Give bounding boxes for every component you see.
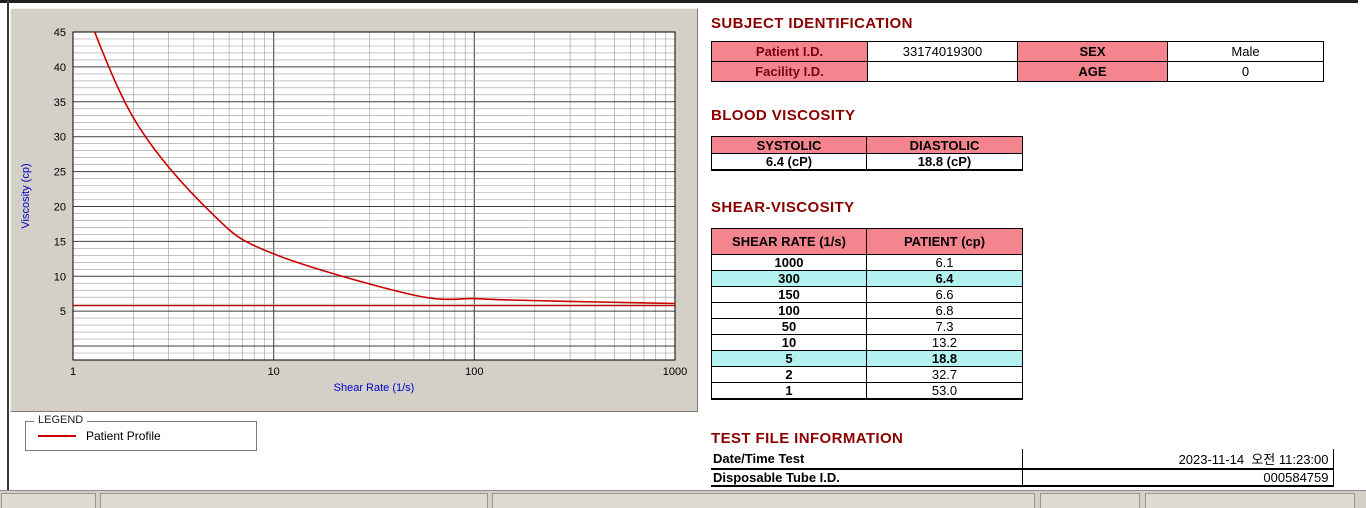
facility-id-label: Facility I.D. — [711, 61, 868, 82]
statusbar-panel — [1040, 493, 1140, 508]
svg-text:Shear Rate (1/s): Shear Rate (1/s) — [334, 382, 415, 394]
patient-cp-cell: 6.8 — [866, 302, 1023, 319]
table-row: 2 32.7 — [711, 366, 1023, 383]
patient-id-label: Patient I.D. — [711, 41, 868, 62]
patient-cp-cell: 6.1 — [866, 254, 1023, 271]
svg-text:40: 40 — [54, 62, 66, 74]
patient-id-value: 33174019300 — [867, 41, 1018, 62]
table-row-highlighted: 5 18.8 — [711, 350, 1023, 367]
svg-text:5: 5 — [60, 306, 66, 318]
svg-text:1: 1 — [70, 366, 76, 378]
legend-box-label: LEGEND — [34, 414, 88, 426]
statusbar-panel — [100, 493, 488, 508]
date-time-test-label: Date/Time Test — [711, 449, 1022, 470]
test-file-information-table: Date/Time Test 2023-11-14 오전 11:23:00 Di… — [711, 449, 1334, 487]
age-value: 0 — [1167, 61, 1324, 82]
patient-cp-header: PATIENT (cp) — [866, 228, 1023, 255]
svg-text:25: 25 — [54, 167, 66, 179]
shear-rate-cell: 100 — [711, 302, 867, 319]
table-row: 50 7.3 — [711, 318, 1023, 335]
diastolic-value: 18.8 (cP) — [866, 153, 1023, 171]
systolic-header: SYSTOLIC — [711, 136, 867, 154]
svg-text:45: 45 — [54, 27, 66, 39]
shear-rate-cell: 50 — [711, 318, 867, 335]
window-top-edge — [0, 0, 1358, 3]
svg-text:1000: 1000 — [663, 366, 687, 378]
table-row: Disposable Tube I.D. 000584759 — [711, 469, 1334, 487]
svg-text:10: 10 — [54, 271, 66, 283]
svg-text:35: 35 — [54, 97, 66, 109]
blood-viscosity-table: SYSTOLIC DIASTOLIC 6.4 (cP) 18.8 (cP) — [711, 136, 1023, 171]
shear-viscosity-heading: SHEAR-VISCOSITY — [711, 199, 855, 216]
table-header-row: SYSTOLIC DIASTOLIC — [711, 136, 1023, 154]
shear-viscosity-table: SHEAR RATE (1/s) PATIENT (cp) 1000 6.1 3… — [711, 228, 1023, 400]
shear-rate-cell: 1000 — [711, 254, 867, 271]
shear-rate-cell: 300 — [711, 270, 867, 287]
table-row-highlighted: 300 6.4 — [711, 270, 1023, 287]
disposable-tube-id-value: 000584759 — [1021, 469, 1334, 487]
patient-cp-cell: 6.4 — [866, 270, 1023, 287]
svg-text:15: 15 — [54, 236, 66, 248]
shear-rate-header: SHEAR RATE (1/s) — [711, 228, 867, 255]
viscosity-chart: 5 10 15 20 25 30 35 40 45 1 10 100 1000 Shear Rate (1… — [20, 27, 687, 394]
patient-cp-cell: 6.6 — [866, 286, 1023, 303]
patient-cp-cell: 7.3 — [866, 318, 1023, 335]
systolic-value: 6.4 (cP) — [711, 153, 867, 171]
patient-cp-cell: 32.7 — [866, 366, 1023, 383]
window-left-edge — [7, 0, 9, 490]
table-row: 1 53.0 — [711, 382, 1023, 400]
sex-label: SEX — [1017, 41, 1168, 62]
subject-identification-heading: SUBJECT IDENTIFICATION — [711, 15, 913, 32]
legend-entry-label: Patient Profile — [86, 429, 161, 443]
blood-viscosity-heading: BLOOD VISCOSITY — [711, 107, 856, 124]
table-header-row: SHEAR RATE (1/s) PATIENT (cp) — [711, 228, 1023, 255]
statusbar-panel — [1145, 493, 1355, 508]
svg-text:10: 10 — [268, 366, 280, 378]
shear-rate-cell: 10 — [711, 334, 867, 351]
age-label: AGE — [1017, 61, 1168, 82]
table-row: 100 6.8 — [711, 302, 1023, 319]
patient-cp-cell: 18.8 — [866, 350, 1023, 367]
sex-value: Male — [1167, 41, 1324, 62]
patient-cp-cell: 13.2 — [866, 334, 1023, 351]
facility-id-value — [867, 61, 1018, 82]
table-row: 10 13.2 — [711, 334, 1023, 351]
legend-entry: Patient Profile — [26, 422, 256, 450]
svg-text:Viscosity (cp): Viscosity (cp) — [20, 163, 32, 228]
table-row: 1000 6.1 — [711, 254, 1023, 271]
table-row: 150 6.6 — [711, 286, 1023, 303]
viscosity-chart-panel: 5 10 15 20 25 30 35 40 45 1 10 100 1000 Shear Rate (1… — [10, 8, 698, 412]
table-row: Facility I.D. AGE 0 — [711, 61, 1324, 82]
svg-text:30: 30 — [54, 132, 66, 144]
patient-cp-cell: 53.0 — [866, 382, 1023, 400]
test-file-information-heading: TEST FILE INFORMATION — [711, 430, 904, 447]
statusbar-panel — [492, 493, 1035, 508]
legend-box: LEGEND Patient Profile — [25, 414, 257, 451]
diastolic-header: DIASTOLIC — [866, 136, 1023, 154]
statusbar — [0, 490, 1366, 508]
shear-rate-cell: 5 — [711, 350, 867, 367]
disposable-tube-id-label: Disposable Tube I.D. — [711, 469, 1022, 487]
table-row: 6.4 (cP) 18.8 (cP) — [711, 153, 1023, 171]
shear-rate-cell: 1 — [711, 382, 867, 400]
statusbar-panel — [1, 493, 96, 508]
shear-rate-cell: 2 — [711, 366, 867, 383]
date-time-test-value: 2023-11-14 오전 11:23:00 — [1021, 449, 1334, 470]
svg-text:20: 20 — [54, 202, 66, 214]
svg-text:100: 100 — [465, 366, 483, 378]
patient-profile-line-swatch — [38, 435, 76, 437]
shear-rate-cell: 150 — [711, 286, 867, 303]
table-row: Patient I.D. 33174019300 SEX Male — [711, 41, 1324, 62]
table-row: Date/Time Test 2023-11-14 오전 11:23:00 — [711, 449, 1334, 470]
subject-identification-table: Patient I.D. 33174019300 SEX Male Facili… — [711, 41, 1324, 82]
